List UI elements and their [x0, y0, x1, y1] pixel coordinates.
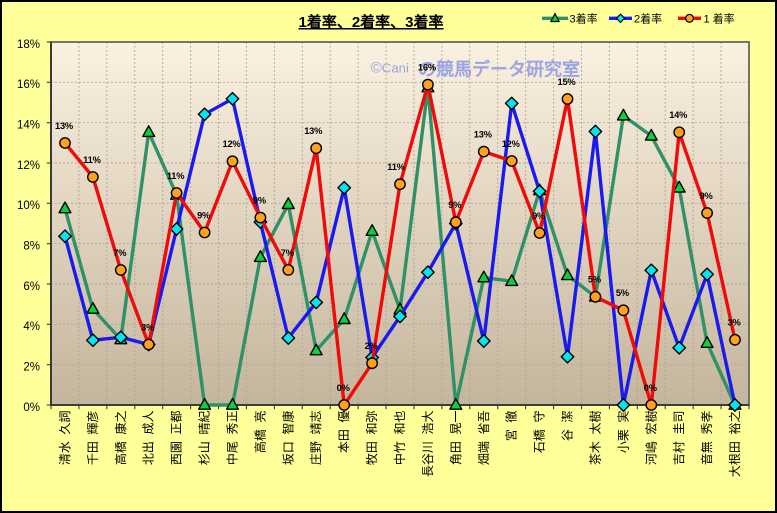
svg-text:12%: 12% — [502, 139, 521, 149]
svg-text:音無 秀孝: 音無 秀孝 — [699, 411, 714, 466]
svg-text:西園 正都: 西園 正都 — [170, 411, 184, 466]
svg-text:14%: 14% — [17, 120, 40, 132]
svg-text:15%: 15% — [557, 77, 576, 87]
svg-text:12%: 12% — [17, 160, 40, 172]
svg-text:14%: 14% — [669, 110, 688, 120]
svg-text:坂口 智康: 坂口 智康 — [280, 411, 295, 466]
svg-text:5%: 5% — [588, 275, 602, 285]
svg-text:の競馬データ研究室: の競馬データ研究室 — [418, 58, 580, 79]
svg-text:11%: 11% — [387, 162, 405, 172]
svg-text:9%: 9% — [197, 210, 211, 220]
svg-text:6%: 6% — [23, 281, 40, 293]
svg-text:谷 潔: 谷 潔 — [561, 411, 575, 442]
svg-text:8%: 8% — [23, 241, 40, 253]
svg-text:0%: 0% — [644, 383, 658, 393]
svg-text:13%: 13% — [55, 121, 74, 131]
svg-text:小栗 実: 小栗 実 — [615, 411, 630, 454]
svg-text:13%: 13% — [304, 126, 323, 136]
svg-text:長谷川 浩大: 長谷川 浩大 — [421, 411, 435, 478]
svg-text:3%: 3% — [141, 322, 155, 332]
svg-text:0%: 0% — [23, 402, 40, 414]
svg-text:16%: 16% — [418, 63, 437, 73]
svg-text:杉山 晴紀: 杉山 晴紀 — [198, 411, 212, 466]
svg-text:中竹 和也: 中竹 和也 — [392, 411, 407, 466]
svg-text:1 着率: 1 着率 — [704, 11, 735, 25]
svg-text:角田 晃一: 角田 晃一 — [449, 411, 463, 466]
svg-text:宮 徹: 宮 徹 — [504, 411, 519, 442]
svg-text:畑端 省吾: 畑端 省吾 — [477, 411, 491, 466]
svg-text:9%: 9% — [448, 200, 462, 210]
svg-text:4%: 4% — [23, 321, 40, 333]
svg-text:2着率: 2着率 — [634, 11, 662, 25]
svg-text:3着率: 3着率 — [570, 11, 598, 25]
svg-text:7%: 7% — [113, 248, 127, 258]
svg-text:本田 優: 本田 優 — [337, 411, 351, 454]
svg-text:0%: 0% — [337, 383, 351, 393]
svg-text:11%: 11% — [83, 155, 101, 165]
svg-text:千田 輝彦: 千田 輝彦 — [85, 411, 100, 466]
svg-text:10%: 10% — [17, 200, 40, 212]
svg-text:5%: 5% — [616, 288, 630, 298]
svg-text:7%: 7% — [281, 248, 295, 258]
svg-text:12%: 12% — [222, 139, 241, 149]
svg-text:©Cani: ©Cani — [371, 60, 409, 77]
svg-text:庄野 靖志: 庄野 靖志 — [308, 411, 323, 466]
svg-text:3%: 3% — [727, 318, 741, 328]
svg-text:13%: 13% — [474, 130, 493, 140]
svg-text:清水 久詞: 清水 久詞 — [58, 411, 72, 466]
svg-text:茶木 太樹: 茶木 太樹 — [587, 411, 602, 466]
svg-text:大根田 裕之: 大根田 裕之 — [727, 411, 742, 478]
svg-text:石橋 守: 石橋 守 — [533, 411, 547, 454]
svg-text:1着率、2着率、3着率: 1着率、2着率、3着率 — [298, 13, 443, 31]
svg-text:高橋 康之: 高橋 康之 — [113, 411, 128, 466]
svg-text:2%: 2% — [365, 341, 379, 351]
svg-text:中尾 秀正: 中尾 秀正 — [225, 411, 240, 466]
svg-text:9%: 9% — [532, 211, 546, 221]
svg-text:高橋 亮: 高橋 亮 — [252, 411, 267, 454]
svg-text:9%: 9% — [700, 191, 714, 201]
svg-text:吉村 圭司: 吉村 圭司 — [672, 411, 686, 466]
svg-text:16%: 16% — [17, 79, 40, 91]
svg-text:河嶋 宏樹: 河嶋 宏樹 — [643, 411, 658, 466]
svg-text:9%: 9% — [253, 196, 267, 206]
svg-text:11%: 11% — [167, 171, 185, 181]
svg-text:2%: 2% — [23, 362, 40, 374]
svg-text:牧田 和弥: 牧田 和弥 — [364, 411, 379, 466]
svg-text:北出 成人: 北出 成人 — [142, 411, 156, 466]
svg-text:18%: 18% — [17, 39, 40, 51]
